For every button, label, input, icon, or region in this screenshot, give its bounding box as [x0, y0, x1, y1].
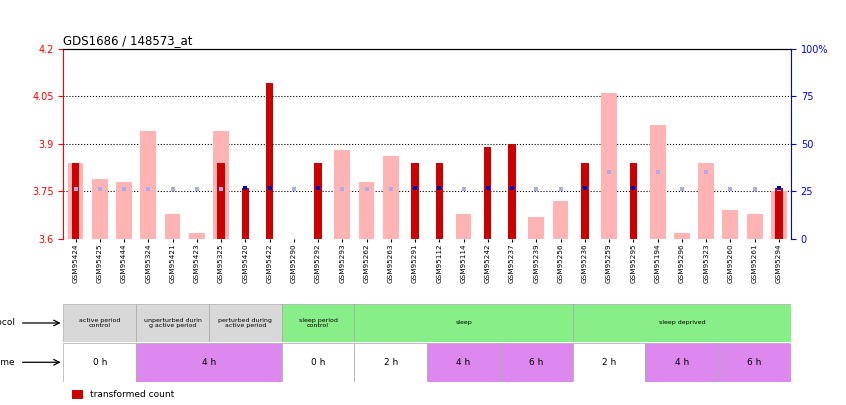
- Bar: [698, 163, 714, 239]
- Text: transformed count: transformed count: [90, 390, 174, 399]
- Text: 4 h: 4 h: [675, 358, 689, 367]
- Bar: [383, 156, 398, 239]
- Text: 0 h: 0 h: [93, 358, 107, 367]
- Text: protocol: protocol: [0, 318, 15, 328]
- Text: 0 h: 0 h: [311, 358, 325, 367]
- Text: 4 h: 4 h: [202, 358, 216, 367]
- Bar: [411, 163, 419, 239]
- Text: GDS1686 / 148573_at: GDS1686 / 148573_at: [63, 34, 193, 47]
- Bar: [266, 83, 273, 239]
- Bar: [72, 163, 80, 239]
- Bar: [165, 213, 180, 239]
- Bar: [92, 179, 107, 239]
- Bar: [573, 304, 791, 342]
- Bar: [650, 125, 666, 239]
- Text: active period
control: active period control: [80, 318, 120, 328]
- Bar: [63, 304, 136, 342]
- Bar: [140, 131, 157, 239]
- Bar: [771, 192, 787, 239]
- Text: unperturbed durin
g active period: unperturbed durin g active period: [144, 318, 201, 328]
- Bar: [136, 343, 282, 382]
- Bar: [552, 201, 569, 239]
- Bar: [217, 163, 225, 239]
- Bar: [354, 343, 427, 382]
- Bar: [581, 163, 589, 239]
- Bar: [189, 232, 205, 239]
- Text: sleep deprived: sleep deprived: [658, 320, 706, 326]
- Bar: [68, 163, 84, 239]
- Bar: [116, 182, 132, 239]
- Bar: [775, 188, 783, 239]
- Bar: [359, 182, 375, 239]
- Bar: [674, 232, 689, 239]
- Bar: [315, 163, 321, 239]
- Text: 6 h: 6 h: [748, 358, 761, 367]
- Bar: [484, 147, 492, 239]
- Text: 2 h: 2 h: [384, 358, 398, 367]
- Bar: [354, 304, 573, 342]
- Bar: [508, 144, 516, 239]
- Bar: [747, 213, 762, 239]
- Bar: [722, 211, 739, 239]
- Bar: [282, 304, 354, 342]
- Bar: [456, 213, 471, 239]
- Bar: [573, 343, 645, 382]
- Bar: [334, 150, 350, 239]
- Text: 4 h: 4 h: [457, 358, 470, 367]
- Text: 6 h: 6 h: [530, 358, 543, 367]
- Bar: [213, 131, 229, 239]
- Bar: [500, 343, 573, 382]
- Text: 2 h: 2 h: [602, 358, 616, 367]
- Bar: [645, 343, 718, 382]
- Bar: [209, 304, 282, 342]
- Bar: [718, 343, 791, 382]
- Text: time: time: [0, 358, 15, 367]
- Bar: [242, 188, 249, 239]
- Bar: [282, 343, 354, 382]
- Bar: [629, 163, 637, 239]
- Bar: [136, 304, 209, 342]
- Bar: [63, 343, 136, 382]
- Bar: [427, 343, 500, 382]
- Bar: [602, 93, 617, 239]
- Text: sleep period
control: sleep period control: [299, 318, 338, 328]
- Text: perturbed during
active period: perturbed during active period: [218, 318, 272, 328]
- Bar: [436, 163, 443, 239]
- Bar: [529, 217, 544, 239]
- Text: sleep: sleep: [455, 320, 472, 326]
